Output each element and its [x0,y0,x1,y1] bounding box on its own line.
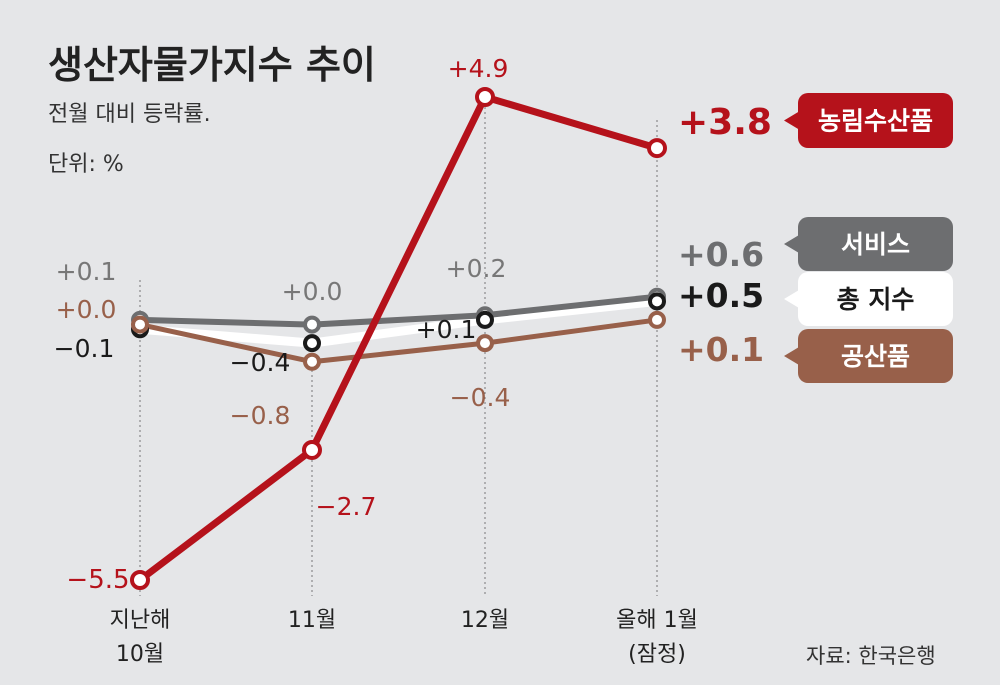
legend-label: 서비스 [841,230,910,259]
data-point [476,334,494,353]
legend-pointer [784,111,799,130]
series-line [137,93,658,583]
end-value-label: +0.1 [678,330,764,369]
data-point [302,439,322,460]
x-tick-label: 11월 [288,608,336,633]
legend-tag [798,93,953,148]
chart-subtitle: 전월 대비 등락률. [48,102,211,127]
legend-label: 공산품 [841,342,910,371]
data-label: +0.1 [416,315,477,344]
x-tick-label: 올해 1월 (잠정) [616,608,698,667]
x-tick-label: 12월 [461,608,509,633]
legend-tag [798,217,953,271]
data-label: −2.7 [316,492,377,521]
unit-label: 단위: % [48,152,124,177]
legend-tag [798,329,953,383]
end-value-label: +0.5 [678,276,764,315]
data-point [648,310,666,329]
data-point [476,310,494,329]
data-point [647,138,667,159]
data-point [475,87,495,107]
data-point [303,352,321,371]
legend-label: 총 지수 [837,285,915,314]
legend-pointer [784,347,799,365]
data-point [303,315,321,334]
x-tick-label: 지난해 10월 [110,608,171,667]
end-value-label: +3.8 [678,102,772,143]
series-line [139,317,658,365]
data-label: +0.0 [56,295,117,324]
data-label: −0.1 [54,334,115,363]
data-label: +4.9 [448,54,509,83]
source-note: 자료: 한국은행 [806,644,936,668]
data-point [131,315,149,334]
data-point [648,292,666,311]
legend-pointer [784,290,799,308]
total-line-highlight [139,296,658,348]
legend-label: 농림수산품 [818,107,933,136]
data-label: −5.5 [66,565,129,595]
data-label: −0.4 [230,348,291,377]
end-value-label: +0.6 [678,235,764,274]
data-point [303,334,321,353]
data-label: +0.0 [282,277,343,306]
data-label: −0.8 [230,401,291,430]
legend-pointer [784,235,799,253]
data-label: +0.1 [56,257,117,286]
series-line [139,293,658,328]
data-label: +0.2 [446,254,507,283]
legend-tag [798,272,953,326]
chart-title: 생산자물가지수 추이 [48,43,376,87]
data-label: −0.4 [450,383,511,412]
data-point [130,570,150,590]
